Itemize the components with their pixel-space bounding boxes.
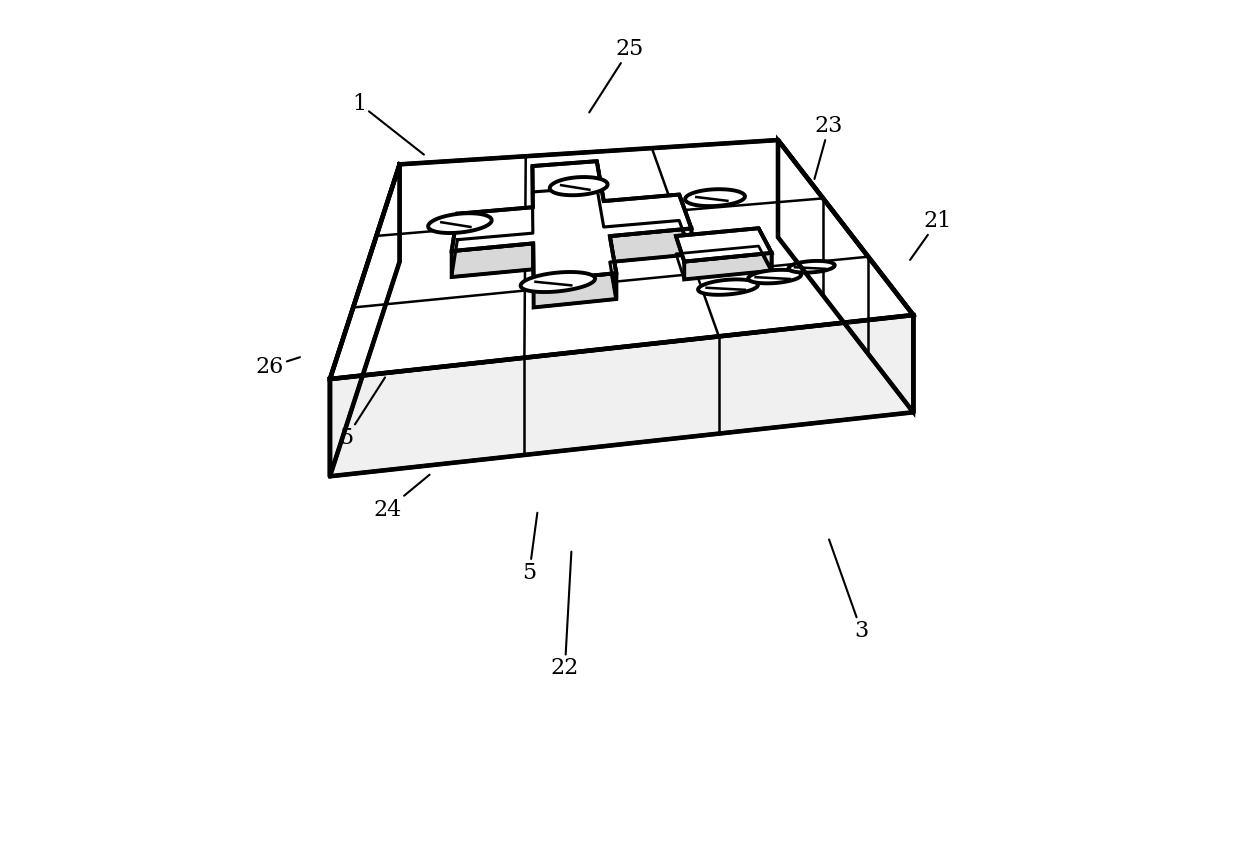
Polygon shape [610,236,616,299]
Polygon shape [549,177,608,195]
Polygon shape [789,261,835,273]
Polygon shape [330,165,399,476]
Polygon shape [698,279,758,295]
Polygon shape [684,253,771,279]
Text: 23: 23 [815,116,843,179]
Polygon shape [676,228,771,262]
Polygon shape [596,161,604,227]
Polygon shape [680,195,692,254]
Polygon shape [428,214,492,233]
Polygon shape [610,229,692,262]
Polygon shape [686,189,745,206]
Text: 1: 1 [352,93,424,154]
Text: 25: 25 [589,38,644,112]
Polygon shape [759,228,771,271]
Text: 21: 21 [910,210,952,260]
Text: 24: 24 [373,474,429,521]
Text: 5: 5 [522,513,537,584]
Text: 5: 5 [339,377,386,449]
Polygon shape [748,270,801,284]
Polygon shape [330,140,914,379]
Text: 3: 3 [830,539,868,642]
Polygon shape [533,273,616,307]
Text: 22: 22 [551,552,579,679]
Polygon shape [330,315,914,476]
Polygon shape [451,161,692,282]
Text: 26: 26 [255,356,300,378]
Polygon shape [451,243,533,277]
Polygon shape [777,140,914,412]
Polygon shape [521,272,595,292]
